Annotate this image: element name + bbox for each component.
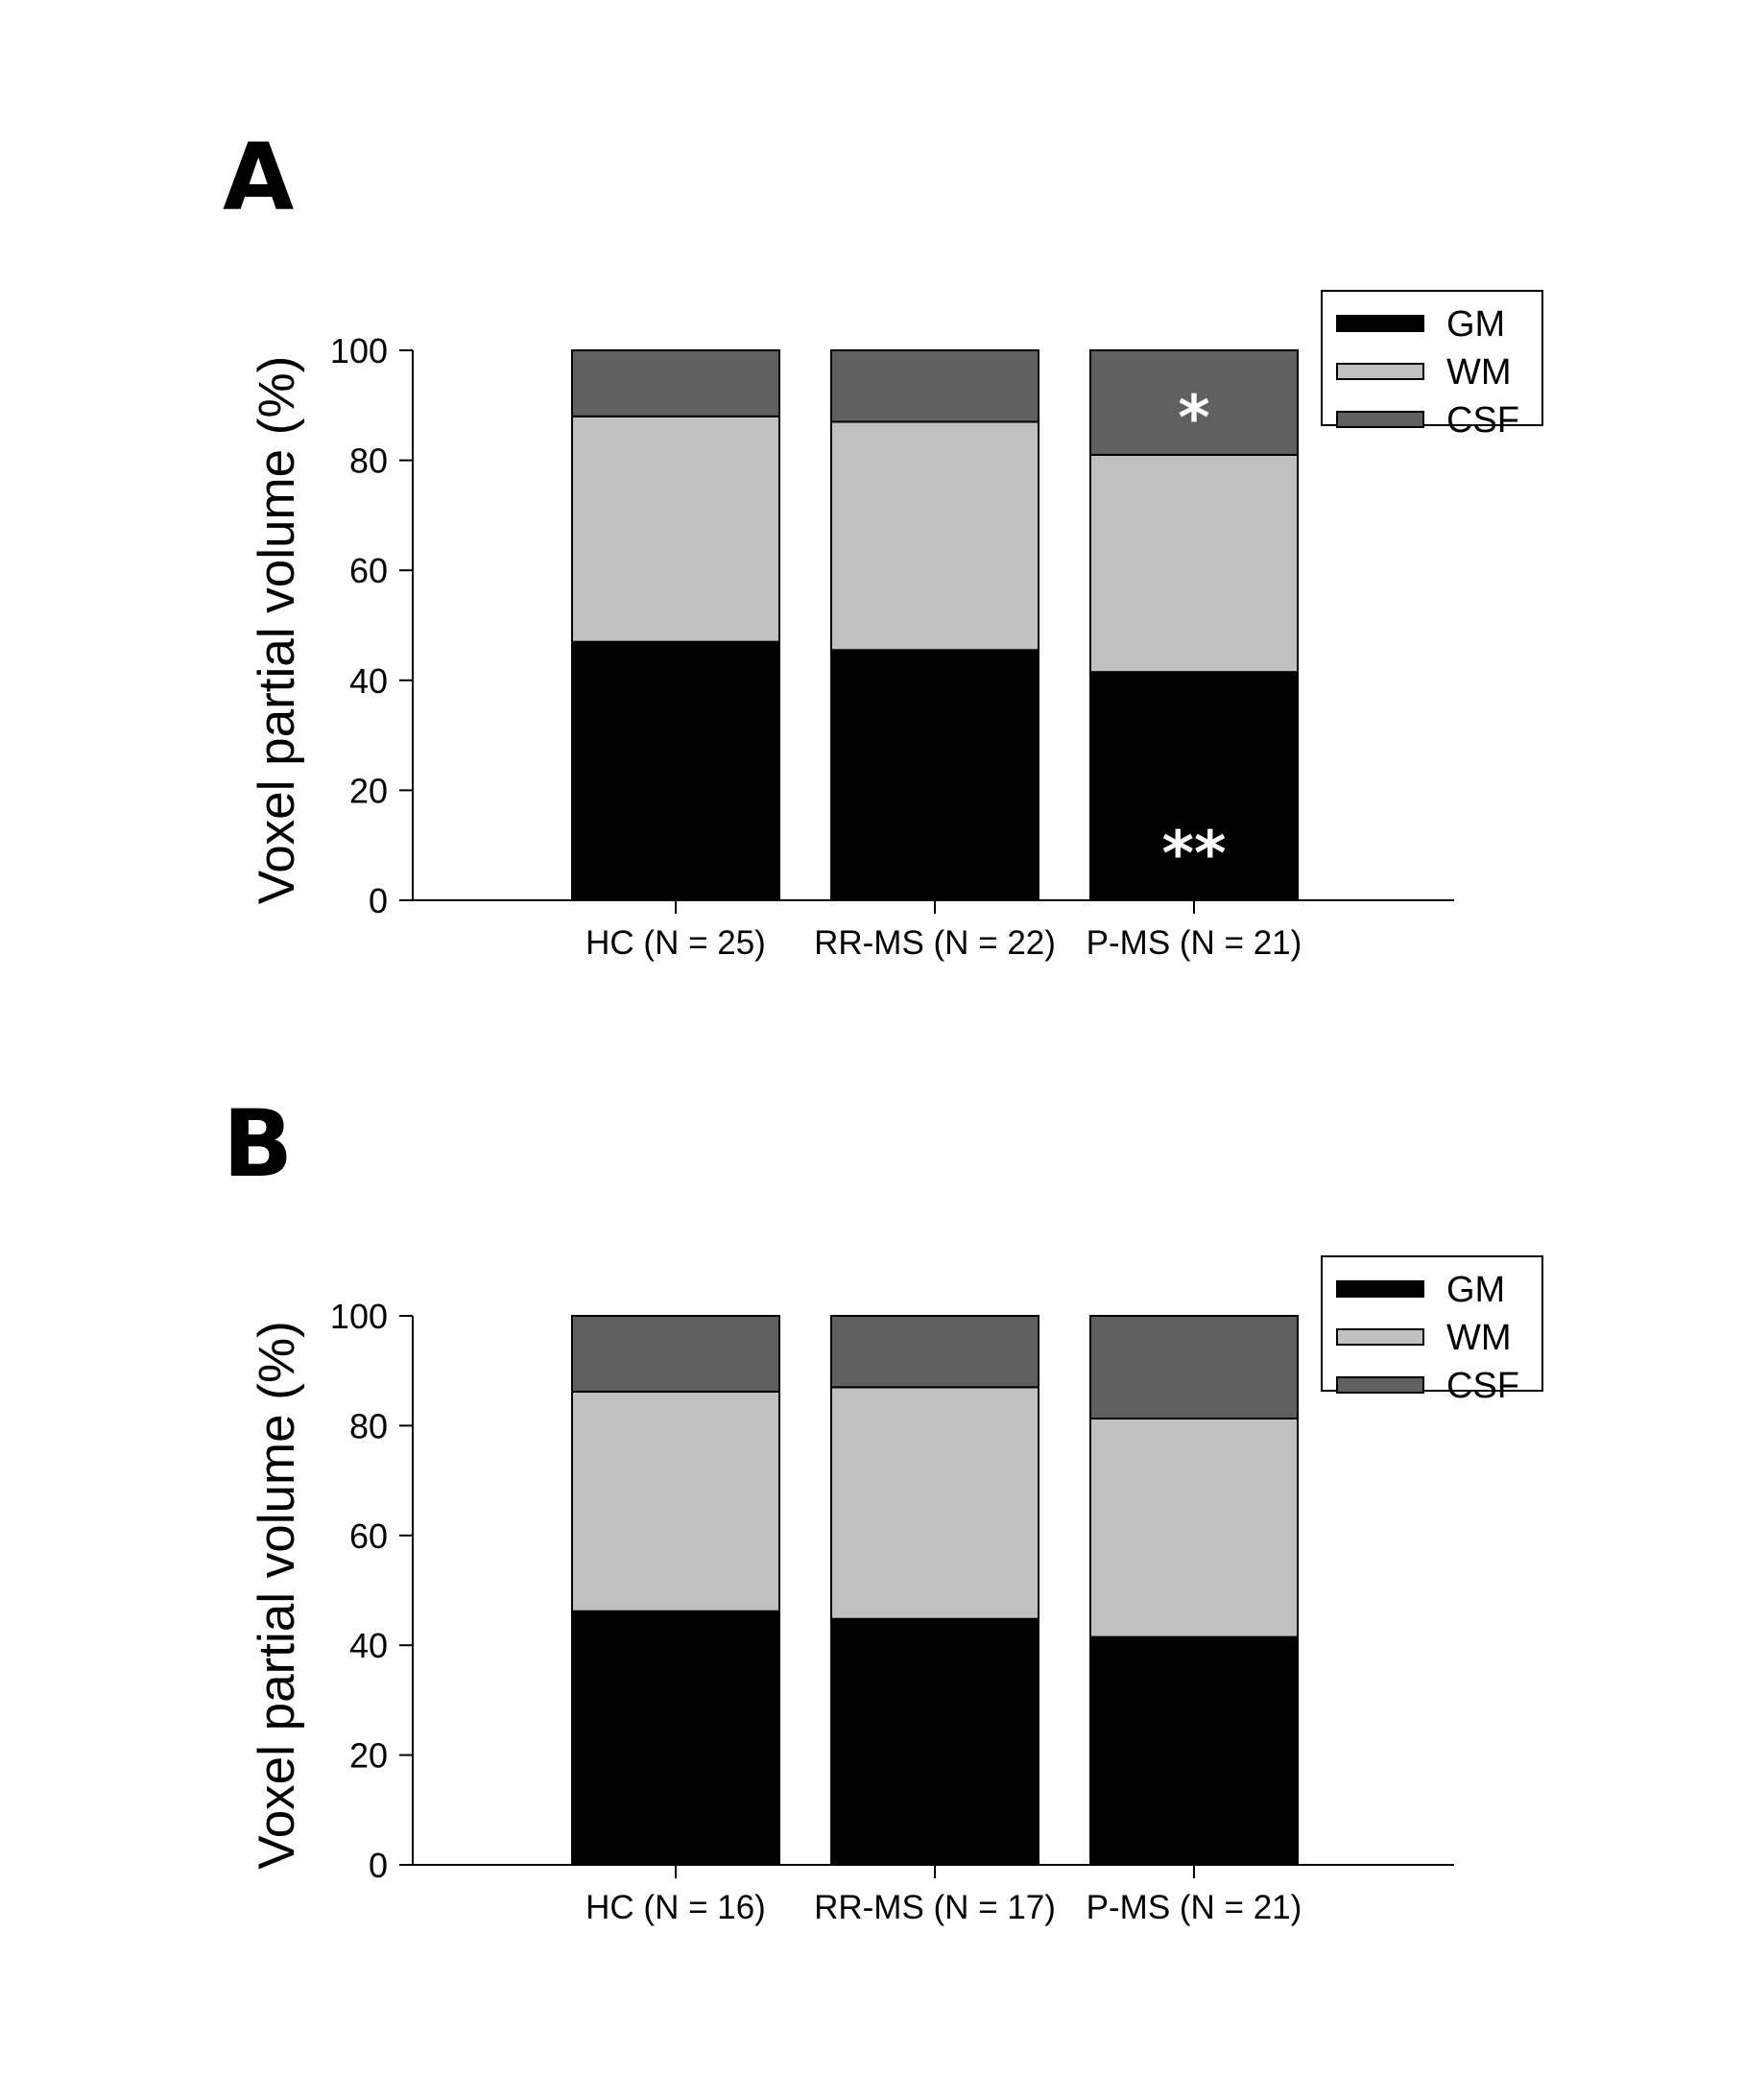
bar-csf-2 [830, 349, 1039, 423]
bar-wm-2 [830, 420, 1039, 652]
bar-wm-3 [1089, 453, 1299, 674]
y-tick-label: 60 [349, 551, 388, 590]
legend-swatch-csf [1336, 411, 1424, 428]
bar-gm-3 [1089, 1635, 1299, 1866]
y-axis-label: Voxel partial volume (%) [249, 1321, 305, 1869]
legend-swatch-csf [1336, 1376, 1424, 1394]
x-tick-label: RR-MS (N = 22) [814, 924, 1056, 962]
x-tick-label: P-MS (N = 21) [1087, 924, 1302, 962]
x-tick-label: RR-MS (N = 17) [814, 1889, 1056, 1926]
y-tick-label: 0 [369, 881, 388, 920]
bar-gm-1 [571, 640, 780, 901]
legend-box [1321, 290, 1543, 426]
y-tick-label: 40 [349, 661, 388, 701]
y-tick-label: 20 [349, 1736, 388, 1776]
significance-marker: ** [1162, 819, 1227, 890]
bar-wm-2 [830, 1386, 1039, 1620]
bar-csf-1 [571, 349, 780, 418]
y-tick-label: 80 [349, 441, 388, 481]
y-tick-label: 0 [369, 1846, 388, 1885]
panel-label: A [223, 124, 294, 231]
y-tick-label: 20 [349, 771, 388, 810]
legend-label-wm: WM [1446, 1318, 1512, 1358]
y-axis-label: Voxel partial volume (%) [249, 356, 305, 904]
legend-swatch-gm [1336, 1280, 1424, 1298]
bar-csf-2 [830, 1315, 1039, 1389]
legend-swatch-gm [1336, 315, 1424, 332]
significance-marker: * [1178, 383, 1209, 454]
x-tick-label: P-MS (N = 21) [1087, 1889, 1302, 1926]
legend-label-wm: WM [1446, 352, 1512, 393]
bar-gm-2 [830, 1617, 1039, 1867]
legend-label-csf: CSF [1446, 400, 1519, 441]
bar-gm-3 [1089, 671, 1299, 902]
y-tick-label: 60 [349, 1516, 388, 1556]
legend-label-gm: GM [1446, 304, 1505, 345]
bar-csf-1 [571, 1315, 780, 1393]
legend: GM WM CSF [1321, 1255, 1543, 1406]
legend: GM WM CSF [1321, 290, 1543, 441]
legend-swatch-wm [1336, 363, 1424, 380]
bar-csf-3 [1089, 349, 1299, 456]
bar-gm-1 [571, 1610, 780, 1866]
legend-swatch-wm [1336, 1328, 1424, 1346]
x-tick-label: HC (N = 16) [585, 1889, 766, 1926]
y-tick-label: 100 [330, 1297, 388, 1336]
legend-label-gm: GM [1446, 1270, 1505, 1310]
bar-csf-3 [1089, 1315, 1299, 1420]
y-tick-label: 100 [330, 331, 388, 370]
y-tick-label: 40 [349, 1626, 388, 1665]
bar-wm-3 [1089, 1417, 1299, 1638]
legend-box [1321, 1255, 1543, 1392]
legend-label-csf: CSF [1446, 1366, 1519, 1406]
panel-label: B [223, 1090, 293, 1198]
panel-b: B 0 20 40 60 80 100 HC (N = 16) RR-MS (N = 17) P-… [223, 1090, 1543, 1926]
y-tick-label: 80 [349, 1406, 388, 1445]
bar-wm-1 [571, 1390, 780, 1612]
bar-wm-1 [571, 415, 780, 643]
x-tick-label: HC (N = 25) [585, 924, 766, 962]
bar-gm-2 [830, 649, 1039, 901]
